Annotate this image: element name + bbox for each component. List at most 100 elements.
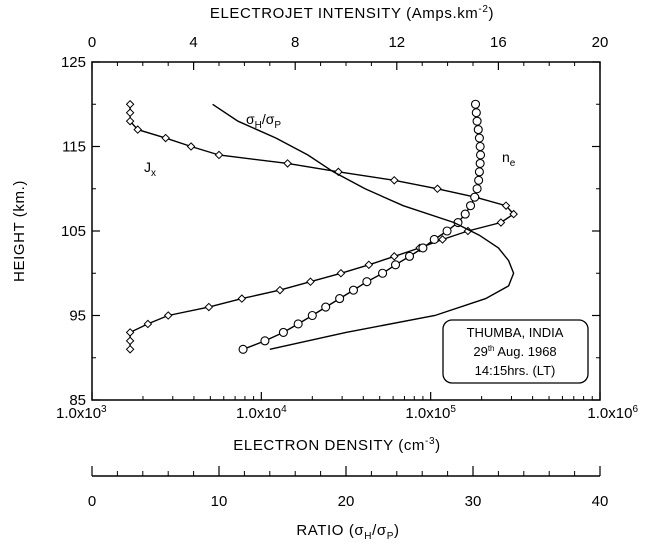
jx-data-point bbox=[186, 142, 196, 151]
ratio-tick-label: 30 bbox=[465, 493, 482, 510]
bottom-axis-title-end: ) bbox=[435, 437, 441, 454]
top-axis-title: ELECTROJET INTENSITY (Amps.km-2) bbox=[210, 4, 494, 22]
inset-date-day: 29 bbox=[473, 344, 487, 359]
jx-series-line bbox=[129, 104, 515, 350]
jx-data-point bbox=[163, 311, 173, 320]
ne-data-point bbox=[429, 234, 439, 244]
jx-data-point bbox=[438, 235, 447, 244]
top-axis-title-end: ) bbox=[489, 5, 495, 22]
ne-data-point bbox=[470, 99, 481, 109]
ne-data-point bbox=[293, 319, 303, 329]
ne-data-point bbox=[348, 285, 359, 295]
jx-data-point bbox=[143, 319, 153, 329]
inset-line-date: 29th Aug. 1968 bbox=[473, 344, 556, 359]
inset-date-sup: th bbox=[488, 344, 495, 353]
left-tick-label: 85 bbox=[69, 392, 86, 409]
jx-data-point bbox=[237, 294, 247, 303]
jx-curve-label: Jx bbox=[144, 159, 156, 179]
ratio-axis-title-sub2: P bbox=[387, 531, 394, 542]
jx-data-point bbox=[125, 116, 135, 126]
ne-data-point bbox=[362, 277, 372, 287]
ne-data-point bbox=[260, 336, 270, 346]
ratio-axis-title: RATIO (σH/σP) bbox=[296, 522, 399, 542]
ne-data-point bbox=[335, 294, 345, 304]
ne-data-point bbox=[474, 133, 484, 143]
ne-data-point bbox=[238, 344, 248, 354]
jx-data-point bbox=[275, 285, 285, 295]
left-axis-ticks: 85 95 105 115 125 bbox=[61, 54, 600, 409]
ne-curve-label-n: n bbox=[502, 149, 510, 165]
ratio-tick-label: 10 bbox=[211, 493, 228, 510]
ne-data-point bbox=[472, 184, 482, 194]
bottom-tick-label: 1.0x105 bbox=[405, 404, 456, 422]
jx-data-point bbox=[125, 328, 135, 337]
ne-data-point bbox=[475, 158, 485, 168]
jx-data-point bbox=[496, 218, 506, 227]
ne-data-point bbox=[471, 108, 481, 118]
ratio-axis-title-sub1: H bbox=[364, 531, 372, 542]
top-tick-label: 16 bbox=[490, 34, 507, 51]
ne-data-point bbox=[321, 302, 331, 312]
inset-box: THUMBA, INDIA 29th Aug. 1968 14:15hrs. (… bbox=[442, 319, 589, 384]
ne-data-point bbox=[390, 260, 401, 270]
ratio-curve-label: σH/σP bbox=[246, 111, 281, 131]
bottom-axis-title-main: ELECTRON DENSITY (cm bbox=[233, 437, 425, 454]
ne-data-point bbox=[473, 125, 483, 135]
jx-data-point bbox=[214, 150, 224, 160]
ratio-axis-title-main: RATIO (σ bbox=[296, 522, 364, 539]
ratio-curve-label-sub2: P bbox=[274, 120, 281, 131]
jx-data-point bbox=[336, 268, 346, 278]
top-axis-ticks: 0 4 8 12 16 20 bbox=[88, 34, 608, 70]
bottom-tick-label: 1.0x103 bbox=[56, 404, 107, 422]
ne-data-point bbox=[378, 268, 388, 278]
ratio-curve-label-slash: /σ bbox=[262, 111, 275, 127]
jx-data-point bbox=[501, 201, 511, 210]
left-tick-label: 105 bbox=[61, 223, 86, 240]
inset-line-time: 14:15hrs. (LT) bbox=[475, 363, 556, 378]
ne-data-point bbox=[418, 243, 428, 253]
jx-curve-label-sub: x bbox=[151, 168, 156, 179]
ratio-axis-title-end: ) bbox=[394, 522, 400, 539]
ne-data-point bbox=[404, 251, 415, 261]
top-axis-title-sup: -2 bbox=[478, 4, 488, 15]
ne-data-point bbox=[474, 175, 484, 185]
ratio-tick-label: 20 bbox=[338, 493, 355, 510]
left-tick-label: 125 bbox=[61, 54, 86, 71]
top-tick-label: 0 bbox=[88, 34, 96, 51]
ratio-axis-title-mid: /σ bbox=[372, 522, 387, 539]
ne-data-point bbox=[465, 201, 476, 211]
ne-data-point bbox=[475, 150, 486, 160]
bottom-axis-title: ELECTRON DENSITY (cm-3) bbox=[233, 436, 440, 454]
top-tick-label: 8 bbox=[291, 34, 299, 51]
top-axis-title-main: ELECTROJET INTENSITY (Amps.km bbox=[210, 5, 479, 22]
jx-data-point bbox=[433, 184, 442, 194]
ne-data-point bbox=[278, 327, 288, 337]
ne-data-point bbox=[307, 310, 317, 321]
bottom-tick-label: 1.0x106 bbox=[587, 404, 638, 422]
ne-data-point bbox=[475, 141, 485, 152]
inset-date-rest: Aug. 1968 bbox=[494, 344, 556, 359]
jx-data-point bbox=[125, 108, 135, 118]
ratio-tick-label: 40 bbox=[592, 493, 609, 510]
ne-data-point bbox=[460, 209, 470, 219]
ne-data-point bbox=[442, 226, 452, 236]
bottom-axis-ticks: 1.0x103 1.0x104 1.0x105 1.0x106 bbox=[56, 392, 638, 422]
jx-data-point bbox=[125, 336, 135, 346]
jx-data-point bbox=[364, 260, 374, 270]
jx-data-point bbox=[306, 277, 315, 287]
ratio-tick-label: 0 bbox=[88, 493, 96, 510]
jx-data-point bbox=[389, 175, 399, 185]
ratio-curve-label-sigma: σ bbox=[246, 111, 255, 127]
top-tick-label: 4 bbox=[189, 34, 197, 51]
series-layer bbox=[125, 99, 518, 354]
left-tick-label: 95 bbox=[69, 308, 86, 325]
jx-data-point bbox=[509, 209, 518, 219]
jx-data-point bbox=[125, 99, 135, 109]
ne-data-point bbox=[470, 192, 480, 202]
bottom-tick-label: 1.0x104 bbox=[236, 404, 287, 422]
ne-data-point bbox=[474, 167, 484, 177]
inset-frame bbox=[442, 319, 589, 384]
ne-curve-label-sub: e bbox=[510, 158, 516, 169]
inset-line-location: THUMBA, INDIA bbox=[467, 325, 564, 340]
